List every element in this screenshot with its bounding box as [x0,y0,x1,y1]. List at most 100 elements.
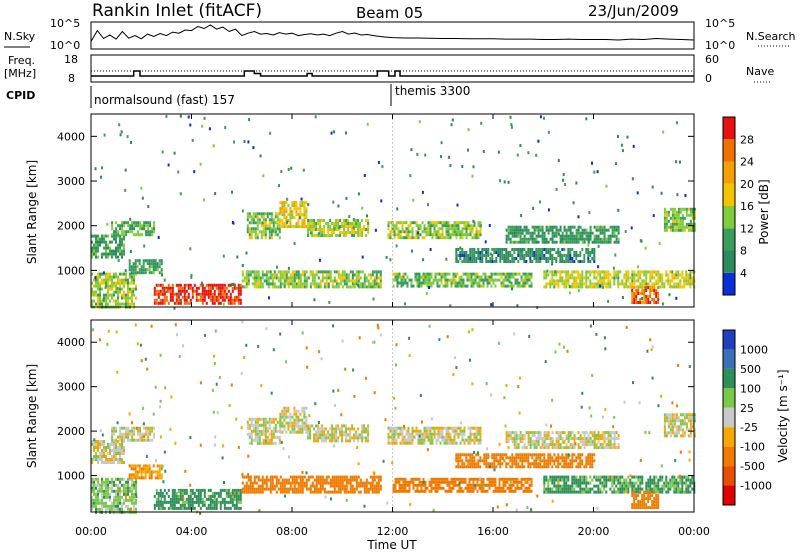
scatter-cell [691,213,694,217]
scatter-cell [530,483,533,487]
scatter-cell [295,207,298,211]
scatter-cell [283,270,286,274]
scatter-cell [266,420,269,424]
power-colorbar-swatch [723,161,735,184]
scatter-cell [643,298,646,301]
scatter-cell [533,251,536,254]
scatter-cell [105,483,107,487]
scatter-cell [453,221,456,225]
scatter-cell [121,272,123,276]
scatter-cell [323,270,326,274]
scatter-cell [97,296,99,300]
scatter-cell [159,301,162,305]
scatter-cell [123,293,125,297]
scatter-cell [317,481,320,485]
scatter-cell [229,491,232,495]
scatter-speckle [416,152,419,156]
scatter-cell [411,233,414,237]
scatter-cell [287,219,290,223]
scatter-cell [522,483,525,487]
scatter-cell [275,481,278,485]
scatter-cell [349,231,352,234]
scatter-cell [285,270,288,274]
scatter-cell [121,302,123,306]
scatter-cell [359,276,362,280]
scatter-cell [301,285,304,289]
scatter-cell [317,219,320,222]
scatter-speckle [307,203,310,207]
scatter-speckle [141,196,144,200]
scatter-cell [144,271,147,275]
scatter-cell [523,254,526,257]
scatter-cell [259,487,262,491]
scatter-cell [402,483,405,487]
scatter-cell [303,282,306,286]
scatter-cell [351,234,354,237]
scatter-cell [581,237,584,241]
scatter-cell [693,228,696,232]
scatter-cell [377,475,380,479]
scatter-cell [347,279,350,283]
scatter-cell [189,283,192,287]
scatter-cell [649,273,652,277]
scatter-cell [233,298,236,302]
scatter-cell [215,491,218,495]
scatter-cell [321,475,324,479]
scatter-cell [471,254,474,257]
scatter-cell [101,501,103,505]
scatter-cell [429,435,432,439]
scatter-cell [581,248,584,251]
scatter-cell [357,231,360,234]
scatter-cell [603,279,606,283]
scatter-cell [209,295,212,299]
scatter-cell [323,427,326,431]
scatter-cell [303,424,306,428]
scatter-cell [359,270,362,274]
scatter-speckle [231,190,233,194]
scatter-cell [283,427,286,431]
scatter-cell [132,268,135,272]
scatter-cell [319,219,322,222]
scatter-cell [131,275,133,279]
scatter-cell [321,270,324,274]
scatter-cell [454,278,457,282]
scatter-cell [325,433,328,437]
scatter-cell [264,212,267,216]
scatter-cell [517,254,520,257]
scatter-cell [91,290,93,294]
scatter-cell [458,489,461,493]
scatter-cell [109,498,111,502]
scatter-cell [643,273,646,277]
scatter-cell [394,272,397,276]
scatter-cell [97,507,99,511]
scatter-cell [555,260,558,263]
scatter-cell [615,234,618,238]
scatter-cell [561,282,564,286]
scatter-cell [175,283,178,287]
scatter-cell [265,475,268,479]
scatter-cell [607,279,610,283]
scatter-cell [555,273,558,277]
scatter-cell [223,298,226,302]
scatter-speckle [224,126,227,130]
scatter-cell [221,488,224,492]
scatter-cell [454,272,457,276]
scatter-cell [583,228,586,232]
scatter-cell [422,278,425,282]
scatter-cell [569,225,572,229]
scatter-cell [113,455,115,458]
scatter-cell [163,286,166,290]
scatter-speckle [103,133,106,137]
scatter-cell [577,228,580,232]
scatter-cell [111,296,113,300]
scatter-speckle [417,284,420,288]
scatter-cell [679,210,682,214]
scatter-cell [158,262,161,266]
scatter-cell [523,240,526,244]
scatter-cell [195,488,198,492]
scatter-cell [158,464,161,468]
scatter-cell [279,273,282,277]
scatter-cell [571,225,574,229]
scatter-cell [239,289,242,293]
scatter-cell [119,287,121,291]
